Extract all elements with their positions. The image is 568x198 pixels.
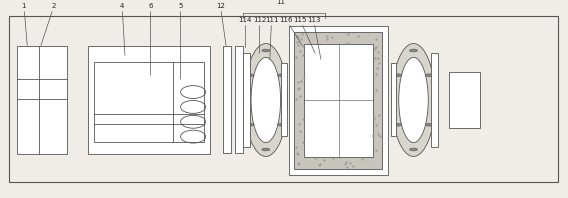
Circle shape bbox=[246, 74, 254, 77]
Text: 114: 114 bbox=[239, 17, 252, 48]
Bar bbox=[94, 62, 204, 142]
Bar bbox=[223, 46, 231, 153]
Text: 115: 115 bbox=[293, 17, 315, 53]
Bar bbox=[294, 32, 382, 169]
Bar bbox=[235, 46, 243, 153]
Text: 111: 111 bbox=[265, 17, 278, 59]
Text: 1: 1 bbox=[22, 3, 27, 46]
Circle shape bbox=[278, 74, 286, 77]
Text: 4: 4 bbox=[120, 3, 125, 55]
Circle shape bbox=[394, 74, 402, 77]
Circle shape bbox=[425, 74, 433, 77]
Bar bbox=[281, 63, 287, 136]
Bar bbox=[431, 53, 438, 147]
Ellipse shape bbox=[244, 44, 287, 156]
Bar bbox=[304, 44, 373, 157]
Bar bbox=[17, 46, 67, 154]
Bar bbox=[449, 72, 480, 128]
Circle shape bbox=[410, 49, 417, 52]
Bar bbox=[88, 46, 210, 154]
Text: 116: 116 bbox=[279, 17, 302, 46]
Text: 5: 5 bbox=[178, 3, 183, 79]
Circle shape bbox=[246, 123, 254, 126]
Text: 12: 12 bbox=[216, 3, 226, 46]
Bar bbox=[243, 53, 250, 147]
Ellipse shape bbox=[399, 57, 428, 143]
Text: 112: 112 bbox=[253, 17, 266, 53]
Circle shape bbox=[394, 123, 402, 126]
Text: 2: 2 bbox=[41, 3, 56, 46]
Circle shape bbox=[425, 123, 433, 126]
Circle shape bbox=[262, 49, 270, 52]
Ellipse shape bbox=[251, 57, 281, 143]
Text: 11: 11 bbox=[276, 0, 285, 5]
Text: 6: 6 bbox=[148, 3, 153, 75]
Bar bbox=[391, 63, 396, 136]
Circle shape bbox=[278, 123, 286, 126]
Circle shape bbox=[410, 148, 417, 151]
Text: 113: 113 bbox=[307, 17, 321, 59]
Ellipse shape bbox=[392, 44, 435, 156]
Bar bbox=[9, 16, 558, 182]
Circle shape bbox=[262, 148, 270, 151]
Bar bbox=[289, 26, 388, 175]
